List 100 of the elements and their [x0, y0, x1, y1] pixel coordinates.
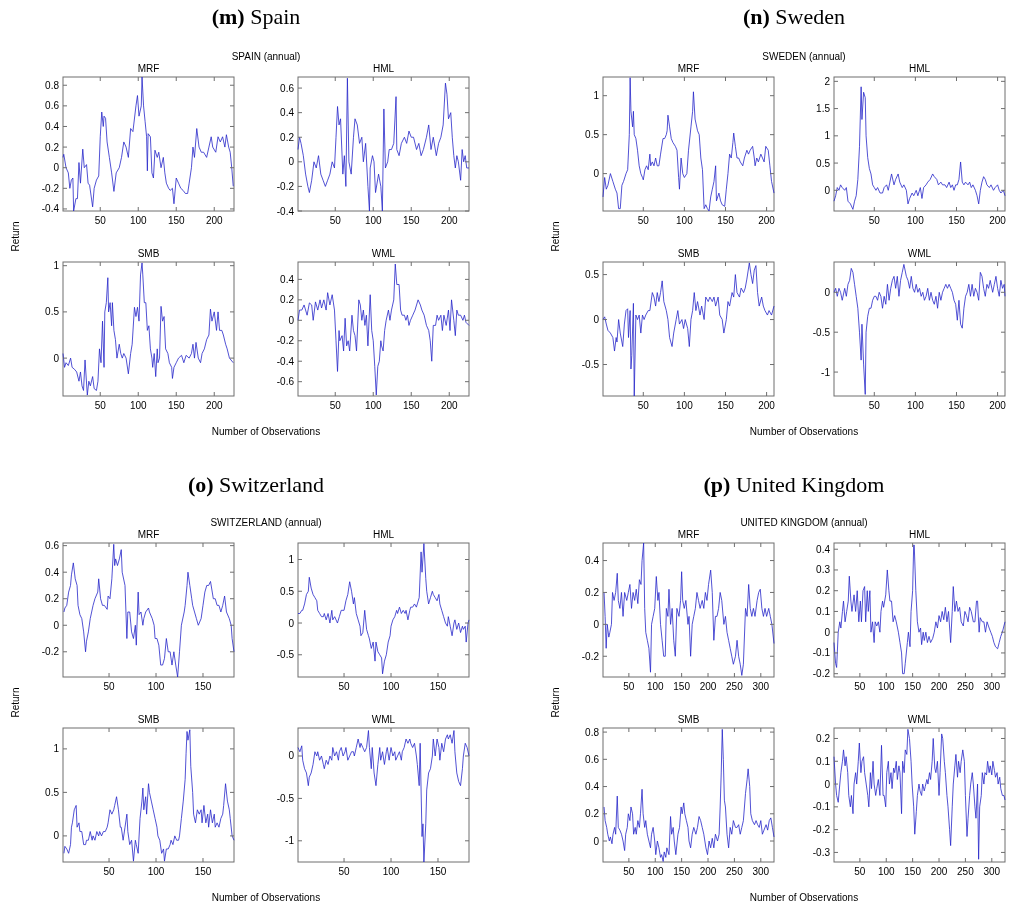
x-tick-label: 100 — [907, 400, 925, 411]
x-tick-label: 200 — [205, 215, 224, 226]
y-tick-label: 1 — [53, 260, 60, 272]
y-tick-label: 0.8 — [585, 726, 600, 738]
y-tick-label: -0.4 — [276, 355, 295, 367]
y-tick-label: 0.2 — [280, 131, 295, 143]
text: SPAIN (annual) — [231, 51, 301, 62]
x-tick-label: 50 — [868, 215, 881, 226]
x-tick-label: 250 — [957, 866, 975, 877]
y-tick-label: 0 — [53, 619, 60, 631]
y-tick-label: -1 — [821, 366, 831, 378]
y-tick-label: 0.6 — [45, 540, 60, 552]
y-tick-label: 0 — [593, 314, 600, 326]
line-series — [63, 543, 235, 678]
line-series — [833, 263, 1006, 395]
x-tick-label: 50 — [94, 400, 107, 411]
y-tick-label: 0.4 — [280, 273, 295, 285]
y-tick-label: -0.5 — [276, 792, 295, 804]
y-tick-label: 0.6 — [45, 100, 60, 112]
text: (p) United Kingdom — [703, 472, 885, 497]
chart-title: WML — [371, 248, 396, 259]
y-tick-label: -0.2 — [41, 182, 60, 194]
x-tick-label: 50 — [637, 400, 650, 411]
y-tick-label: -0.5 — [812, 326, 831, 338]
y-tick-label: 0 — [824, 286, 831, 298]
x-tick-label: 100 — [907, 215, 925, 226]
y-tick-label: 1.5 — [816, 103, 831, 115]
x-tick-label: 300 — [752, 866, 770, 877]
y-tick-label: 0.5 — [45, 306, 60, 318]
y-tick-label: 0.5 — [280, 585, 295, 597]
line-series — [833, 86, 1006, 210]
y-tick-label: -0.6 — [276, 376, 295, 388]
x-tick-label: 200 — [989, 400, 1007, 411]
y-tick-label: 0.4 — [45, 120, 60, 132]
x-tick-label: 150 — [402, 400, 421, 411]
y-tick-label: 1 — [53, 743, 60, 755]
x-tick-label: 250 — [726, 866, 744, 877]
chart-title: HML — [908, 529, 931, 540]
x-tick-label: 150 — [717, 400, 735, 411]
line-series — [602, 262, 775, 397]
y-tick-label: 0.4 — [45, 566, 60, 578]
x-tick-label: 50 — [103, 681, 116, 692]
line-series — [602, 77, 775, 212]
y-tick-label: -0.4 — [41, 203, 60, 215]
line-series — [297, 730, 470, 863]
y-tick-label: 0.5 — [816, 157, 831, 169]
y-tick-label: -0.5 — [276, 649, 295, 661]
x-tick-label: 50 — [868, 400, 881, 411]
y-tick-label: -0.2 — [812, 824, 831, 836]
x-tick-label: 50 — [854, 866, 866, 877]
y-tick-label: 0 — [593, 618, 600, 630]
chart-title: HML — [908, 63, 931, 74]
x-tick-label: 150 — [167, 400, 186, 411]
x-tick-label: 100 — [147, 866, 165, 877]
x-tick-label: 300 — [983, 681, 1001, 692]
y-tick-label: 0.2 — [816, 585, 831, 597]
x-tick-label: 150 — [402, 215, 421, 226]
chart-title: MRF — [137, 529, 160, 540]
y-tick-label: 0.2 — [585, 586, 600, 598]
line-series — [297, 543, 470, 675]
y-tick-label: 0.3 — [816, 564, 831, 576]
y-tick-label: 0.1 — [816, 605, 831, 617]
x-tick-label: 100 — [364, 215, 383, 226]
x-tick-label: 200 — [989, 215, 1007, 226]
x-tick-label: 150 — [429, 866, 447, 877]
y-tick-label: -0.4 — [276, 205, 295, 217]
text: (m) Spain — [211, 4, 301, 29]
x-tick-label: 150 — [673, 681, 691, 692]
y-tick-label: 0 — [593, 835, 600, 847]
y-tick-label: 0 — [53, 830, 60, 842]
x-tick-label: 100 — [676, 400, 694, 411]
y-tick-label: 0 — [288, 750, 295, 762]
chart-title: HML — [372, 529, 395, 540]
y-tick-label: 0.5 — [585, 129, 600, 141]
x-tick-label: 200 — [699, 681, 717, 692]
line-series — [62, 76, 234, 212]
x-tick-label: 50 — [854, 681, 866, 692]
x-tick-label: 50 — [623, 866, 635, 877]
line-series — [603, 728, 775, 862]
y-tick-label: -0.2 — [581, 650, 600, 662]
text: SWITZERLAND (annual) — [210, 517, 322, 528]
x-tick-label: 50 — [329, 400, 342, 411]
y-tick-label: -0.1 — [812, 647, 831, 659]
y-tick-label: -0.2 — [276, 335, 295, 347]
chart-title: WML — [907, 714, 932, 725]
y-tick-label: 0 — [53, 162, 60, 174]
chart-title: MRF — [677, 529, 700, 540]
y-tick-label: 0 — [824, 184, 831, 196]
y-axis-title: Return — [550, 221, 561, 252]
y-tick-label: 1 — [824, 130, 831, 142]
y-axis-title: Return — [10, 687, 21, 718]
x-axis-title: Number of Observations — [749, 892, 859, 903]
chart-title: HML — [372, 63, 395, 74]
chart-title: SMB — [137, 248, 160, 259]
line-series — [63, 729, 235, 862]
x-tick-label: 250 — [957, 681, 975, 692]
x-tick-label: 100 — [676, 215, 694, 226]
chart-title: MRF — [137, 63, 160, 74]
x-tick-label: 50 — [623, 681, 635, 692]
y-axis-title: Return — [10, 221, 21, 252]
